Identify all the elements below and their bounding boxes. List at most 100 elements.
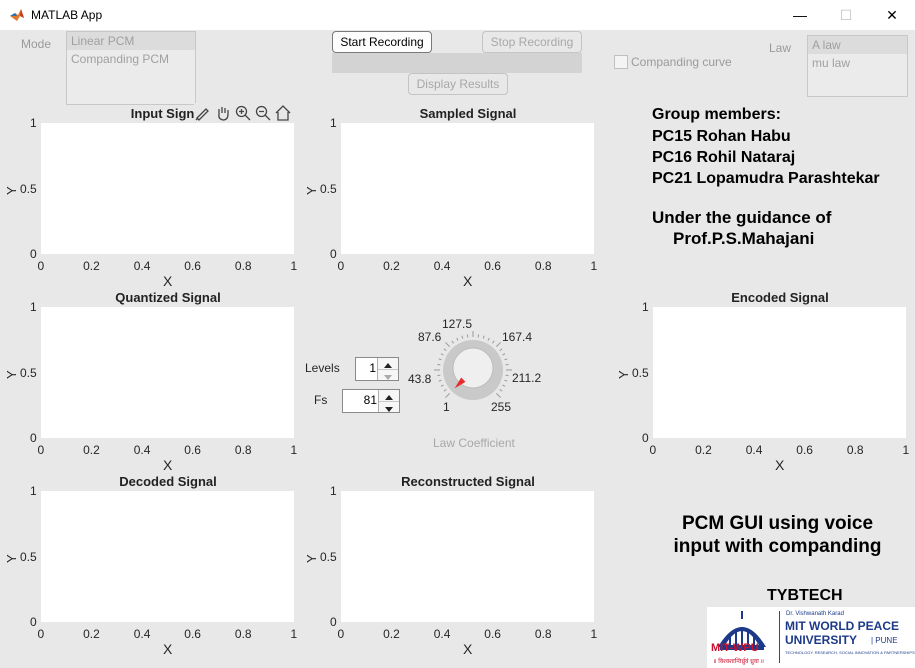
knob-tick-87-6: 87.6 — [418, 330, 442, 344]
pan-hand-icon[interactable] — [214, 104, 232, 122]
dome-logo-icon — [718, 611, 766, 650]
encoded-ytick: 1 — [642, 300, 649, 314]
fs-up-icon[interactable] — [379, 390, 399, 402]
reconstructed-xtick: 0.2 — [383, 627, 400, 641]
sampled-ytick: 0.5 — [320, 181, 337, 196]
fs-arrows — [378, 390, 399, 412]
quantized-xtick: 0.2 — [83, 443, 100, 457]
sampled-xlabel: X — [463, 273, 473, 289]
sampled-xtick: 1 — [590, 259, 598, 273]
decoded-xtick: 0.4 — [133, 627, 151, 641]
reconstructed-axes-title: Reconstructed Signal — [401, 474, 535, 489]
sampled-xtick: 0.6 — [484, 259, 501, 273]
mode-item-companding[interactable]: Companding PCM — [71, 52, 170, 66]
levels-value[interactable]: 1 — [369, 361, 376, 375]
knob-tick-mark — [438, 358, 442, 361]
encoded-signal-plot[interactable] — [653, 307, 906, 438]
member-1: PC15 Rohan Habu — [652, 128, 791, 145]
law-listbox[interactable]: A law mu law — [807, 35, 908, 97]
decoded-ylabel: Y — [4, 553, 19, 563]
input-xtick: 0 — [37, 259, 45, 273]
levels-spinner[interactable]: 1 — [355, 357, 399, 381]
knob-cap[interactable] — [452, 347, 494, 389]
start-recording-button[interactable]: Start Recording — [332, 31, 432, 53]
decoded-xtick: 0.2 — [83, 627, 100, 641]
zoom-out-icon[interactable] — [254, 104, 272, 122]
class-label: TYBTECH — [767, 587, 843, 604]
knob-tick-mark — [482, 335, 485, 339]
input-xtick: 0.6 — [184, 259, 201, 273]
logo-divider — [779, 611, 780, 663]
logo-tagline: TECHNOLOGY, RESEARCH, SOCIAL INNOVATION … — [785, 650, 915, 655]
decoded-axes-title: Decoded Signal — [119, 474, 217, 489]
knob-tick-mark — [502, 384, 506, 387]
knob-tick-mark — [499, 388, 503, 392]
knob-tick-mark — [445, 342, 451, 348]
fs-label: Fs — [314, 393, 328, 407]
zoom-in-icon[interactable] — [234, 104, 252, 122]
axes-toolbar — [194, 103, 294, 123]
companding-curve-checkbox[interactable] — [614, 55, 628, 69]
home-icon[interactable] — [274, 104, 292, 122]
law-coefficient-knob[interactable] — [428, 330, 518, 410]
reconstructed-xtick: 0 — [337, 627, 345, 641]
knob-tick-mark — [456, 337, 459, 341]
guidance-line-1: Under the guidance of — [652, 208, 832, 227]
input-signal-plot[interactable] — [41, 123, 294, 254]
progress-area — [332, 53, 582, 73]
levels-up-icon[interactable] — [378, 358, 398, 370]
maximize-button[interactable]: ☐ — [839, 7, 853, 23]
close-button[interactable]: ✕ — [886, 7, 898, 23]
mit-wpu-logo: MIT-WPU ॥ विश्वशान्तिर्ध्रुवं ध्रुवा ॥ D… — [707, 607, 915, 668]
knob-tick-mark — [499, 348, 503, 352]
sampled-xtick: 0.4 — [433, 259, 451, 273]
levels-label: Levels — [305, 361, 340, 375]
knob-tick-mark — [451, 340, 455, 344]
knob-pointer-icon — [454, 377, 466, 389]
mode-item-linear[interactable]: Linear PCM — [67, 32, 195, 50]
knob-tick-mark — [495, 342, 501, 348]
quantized-signal-plot[interactable] — [41, 307, 294, 438]
reconstructed-signal-plot[interactable] — [341, 491, 594, 622]
reconstructed-xlabel: X — [463, 641, 473, 657]
decoded-xlabel: X — [163, 641, 173, 657]
encoded-ylabel: Y — [616, 369, 631, 379]
fs-down-icon[interactable] — [379, 401, 399, 412]
sampled-xtick: 0 — [337, 259, 345, 273]
mode-listbox[interactable]: Linear PCM Companding PCM — [66, 31, 196, 105]
sampled-signal-plot[interactable] — [341, 123, 594, 254]
input-xtick: 0.8 — [234, 259, 252, 273]
reconstructed-xtick: 0.4 — [433, 627, 451, 641]
law-item-a[interactable]: A law — [808, 36, 907, 54]
knob-tick-167-4: 167.4 — [502, 330, 533, 344]
decoded-ytick: 0.5 — [20, 549, 37, 564]
levels-down-icon[interactable] — [378, 369, 398, 380]
knob-tick-127-5: 127.5 — [442, 317, 473, 331]
logo-hindi-text: ॥ विश्वशान्तिर्ध्रुवं ध्रुवा ॥ — [713, 659, 765, 665]
quantized-ylabel: Y — [4, 369, 19, 379]
matlab-icon — [10, 9, 24, 21]
decoded-signal-plot[interactable] — [41, 491, 294, 622]
input-axes-title: Input Signal — [130, 106, 206, 121]
reconstructed-xtick: 0.8 — [534, 627, 552, 641]
reconstructed-xtick: 1 — [590, 627, 598, 641]
knob-tick-1: 1 — [443, 400, 450, 414]
knob-tick-mark — [443, 388, 447, 392]
knob-tick-mark — [438, 379, 442, 382]
law-item-mu[interactable]: mu law — [812, 56, 851, 70]
quantized-axes-title: Quantized Signal — [115, 290, 221, 305]
group-heading: Group members: — [652, 106, 781, 123]
input-xtick: 0.4 — [133, 259, 151, 273]
encoded-xtick: 0.2 — [695, 443, 712, 457]
brush-icon[interactable] — [194, 104, 212, 122]
sampled-axes-title: Sampled Signal — [419, 106, 517, 121]
stop-recording-button[interactable]: Stop Recording — [482, 31, 582, 53]
fs-spinner[interactable]: 81 — [342, 389, 400, 413]
minimize-button[interactable]: — — [793, 7, 807, 23]
quantized-ytick: 0.5 — [20, 365, 37, 380]
display-results-button[interactable]: Display Results — [408, 73, 508, 95]
fs-value[interactable]: 81 — [363, 393, 377, 407]
knob-tick-mark — [502, 353, 506, 356]
quantized-xtick: 0 — [37, 443, 45, 457]
decoded-xtick: 1 — [290, 627, 298, 641]
